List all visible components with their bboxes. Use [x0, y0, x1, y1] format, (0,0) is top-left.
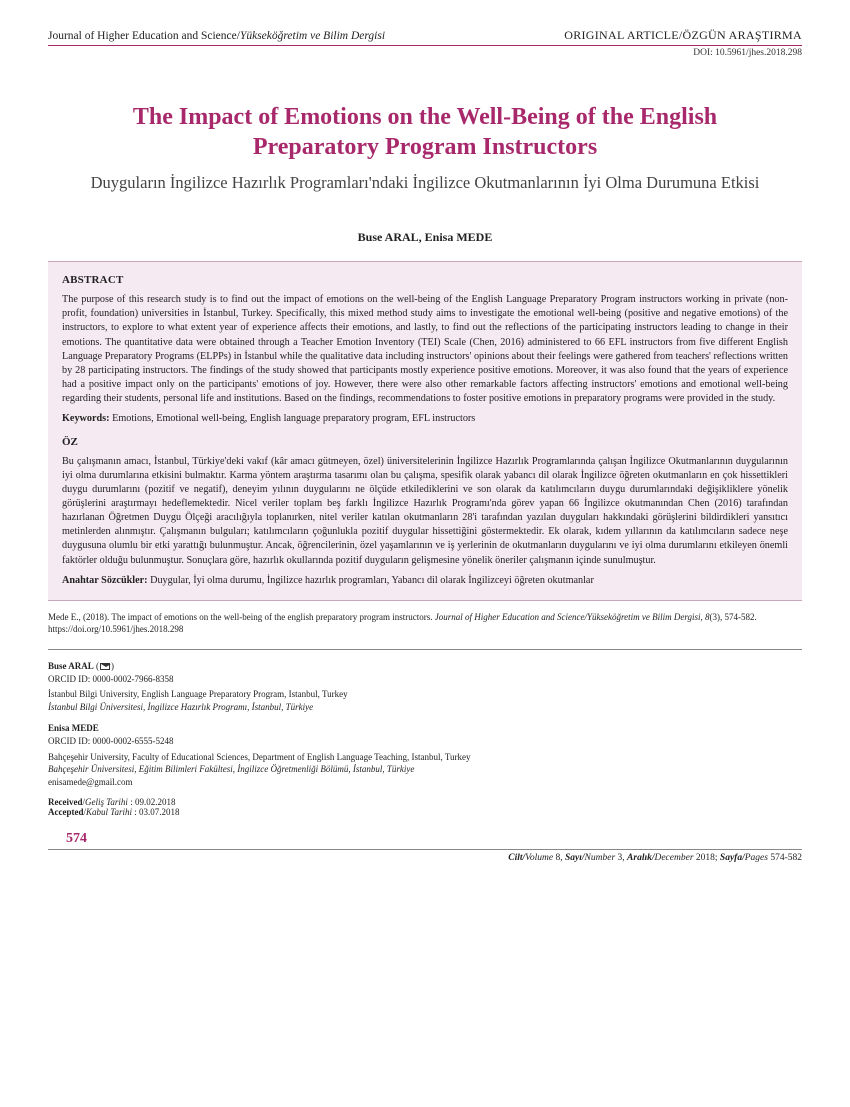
footer-pages-value: 574-582 [768, 853, 802, 863]
abstract-heading-en: ABSTRACT [62, 274, 788, 286]
footer-number-value: 3, [615, 853, 627, 863]
article-type: ORIGINAL ARTICLE/ÖZGÜN ARAŞTIRMA [564, 28, 802, 43]
running-header: Journal of Higher Education and Science/… [48, 28, 802, 46]
footer-number-label: Number [585, 853, 616, 863]
abstract-body-tr: Bu çalışmanın amacı, İstanbul, Türkiye'd… [62, 455, 788, 568]
envelope-icon [100, 663, 110, 670]
journal-name: Journal of Higher Education and Science/… [48, 30, 385, 42]
author-affil-en: Bahçeşehir University, Faculty of Educat… [48, 752, 471, 762]
author-details: Buse ARAL ()ORCID ID: 0000-0002-7966-835… [48, 660, 802, 788]
accepted-value: : 03.07.2018 [134, 807, 179, 817]
abstract-box: ABSTRACT The purpose of this research st… [48, 261, 802, 600]
author-block: Buse ARAL ()ORCID ID: 0000-0002-7966-835… [48, 660, 802, 713]
abstract-heading-tr: ÖZ [62, 436, 788, 448]
divider [48, 649, 802, 650]
footer-december: December [654, 853, 693, 863]
author-orcid: ORCID ID: 0000-0002-6555-5248 [48, 736, 174, 746]
author-block: Enisa MEDE ORCID ID: 0000-0002-6555-5248 B… [48, 722, 802, 788]
journal-name-tr: Yükseköğretim ve Bilim Dergisi [240, 30, 385, 42]
author-orcid: ORCID ID: 0000-0002-7966-8358 [48, 674, 174, 684]
citation: Mede E., (2018). The impact of emotions … [48, 611, 802, 635]
footer-volume-value: 8, [553, 853, 565, 863]
received-date: Received/Geliş Tarihi : 09.02.2018 [48, 797, 802, 807]
footer-aralik: Aralık/ [627, 853, 654, 863]
authors-line: Buse ARAL, Enisa MEDE [48, 230, 802, 245]
footer-sayfa: Sayfa/ [720, 853, 745, 863]
accepted-label-tr: Kabul Tarihi [86, 807, 132, 817]
dates-block: Received/Geliş Tarihi : 09.02.2018 Accep… [48, 797, 802, 817]
keywords-label-tr: Anahtar Sözcükler: [62, 575, 148, 586]
author-name: Buse ARAL [48, 661, 94, 671]
article-title-en: The Impact of Emotions on the Well-Being… [68, 102, 782, 162]
footer-year: 2018; [694, 853, 720, 863]
footer-cilt: Cilt/ [508, 853, 525, 863]
author-affil-tr: Bahçeşehir Üniversitesi, Eğitim Bilimler… [48, 764, 414, 774]
keywords-label-en: Keywords: [62, 413, 110, 424]
abstract-body-en: The purpose of this research study is to… [62, 293, 788, 406]
citation-journal: Journal of Higher Education and Science/… [435, 612, 710, 622]
author-affil-tr: İstanbul Bilgi Üniversitesi, İngilizce H… [48, 702, 313, 712]
citation-pre: Mede E., (2018). The impact of emotions … [48, 612, 435, 622]
footer: Cilt/Volume 8, Sayı/Number 3, Aralık/Dec… [48, 849, 802, 863]
article-page: Journal of Higher Education and Science/… [0, 0, 850, 883]
keywords-tr: Anahtar Sözcükler: Duygular, İyi olma du… [62, 574, 788, 588]
journal-name-en: Journal of Higher Education and Science/ [48, 30, 240, 42]
footer-pages-label: Pages [745, 853, 768, 863]
keywords-value-tr: Duygular, İyi olma durumu, İngilizce haz… [148, 575, 594, 586]
footer-volume-label: Volume [525, 853, 553, 863]
page-number: 574 [66, 831, 87, 847]
keywords-en: Keywords: Emotions, Emotional well-being… [62, 412, 788, 426]
accepted-label-en: Accepted [48, 807, 84, 817]
article-title-tr: Duyguların İngilizce Hazırlık Programlar… [78, 172, 772, 194]
received-value: : 09.02.2018 [130, 797, 175, 807]
received-label-en: Received [48, 797, 82, 807]
author-name: Enisa MEDE [48, 723, 99, 733]
author-email: enisamede@gmail.com [48, 777, 133, 787]
footer-sayi: Sayı/ [565, 853, 585, 863]
doi: DOI: 10.5961/jhes.2018.298 [48, 48, 802, 58]
keywords-value-en: Emotions, Emotional well-being, English … [110, 413, 476, 424]
author-affil-en: İstanbul Bilgi University, English Langu… [48, 689, 348, 699]
accepted-date: Accepted/Kabul Tarihi : 03.07.2018 [48, 807, 802, 817]
received-label-tr: Geliş Tarihi [85, 797, 128, 807]
